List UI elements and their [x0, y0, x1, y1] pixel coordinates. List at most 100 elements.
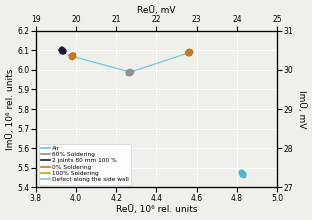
Point [71, 54, 76, 58]
Point [240, 172, 245, 176]
Point [238, 171, 243, 175]
Point [186, 50, 191, 54]
Point [185, 51, 190, 55]
Point [59, 50, 64, 53]
Point [68, 54, 73, 58]
Point [58, 48, 63, 51]
Point [238, 173, 243, 176]
Point [187, 49, 192, 52]
Point [186, 51, 191, 54]
Point [60, 47, 65, 51]
Point [187, 50, 192, 53]
Point [68, 55, 73, 59]
Point [62, 49, 67, 52]
Point [187, 50, 192, 54]
Point [60, 48, 65, 52]
Point [239, 173, 244, 177]
Point [184, 51, 189, 54]
Point [58, 46, 63, 50]
Point [71, 53, 76, 57]
Point [188, 51, 193, 54]
Point [68, 55, 73, 59]
Point [126, 70, 131, 73]
Point [241, 173, 246, 176]
Point [70, 53, 75, 57]
Point [240, 174, 245, 177]
Point [61, 47, 66, 50]
Point [70, 54, 75, 58]
Point [240, 171, 245, 175]
Point [187, 51, 192, 55]
Point [127, 70, 132, 74]
Point [128, 69, 133, 73]
Point [129, 71, 134, 74]
Point [239, 170, 244, 173]
Point [125, 70, 130, 74]
Point [69, 54, 74, 57]
Point [70, 54, 75, 58]
Point [239, 171, 244, 174]
Point [239, 173, 244, 176]
Point [59, 46, 64, 50]
Point [61, 50, 66, 53]
Point [70, 52, 75, 56]
Point [239, 172, 244, 175]
Point [241, 172, 246, 176]
Point [69, 54, 74, 58]
Point [127, 69, 132, 73]
Point [71, 53, 76, 56]
Point [239, 171, 244, 175]
Y-axis label: ImŪ, 10⁶ rel. units: ImŪ, 10⁶ rel. units [6, 68, 15, 150]
Legend: Air, 60% Soldering, 2 joints 80 mm 100 %, 0% Soldering, 100% Soldering, Defect a: Air, 60% Soldering, 2 joints 80 mm 100 %… [39, 143, 131, 185]
Point [127, 70, 132, 74]
Point [186, 50, 191, 54]
Point [237, 171, 242, 175]
Point [71, 54, 76, 57]
Point [240, 171, 245, 175]
Point [185, 52, 190, 55]
Point [61, 50, 66, 54]
Point [126, 70, 131, 74]
Point [128, 71, 133, 75]
Point [241, 172, 246, 176]
Point [126, 71, 131, 75]
Point [187, 50, 192, 53]
Point [128, 71, 133, 75]
Point [128, 72, 133, 75]
Point [58, 50, 63, 53]
Point [59, 47, 64, 50]
Point [239, 171, 244, 174]
Point [71, 55, 76, 59]
Point [58, 48, 63, 51]
Point [187, 51, 192, 55]
Point [242, 172, 247, 175]
Point [60, 50, 65, 54]
Point [241, 173, 246, 176]
Point [239, 172, 244, 175]
Point [241, 172, 246, 175]
Point [238, 171, 243, 174]
Point [69, 53, 74, 57]
Point [187, 51, 192, 55]
Point [71, 53, 76, 56]
Point [127, 71, 132, 74]
Point [241, 171, 246, 175]
Point [69, 54, 74, 57]
Point [71, 54, 76, 58]
Point [188, 49, 193, 52]
Point [69, 52, 74, 56]
Point [70, 54, 75, 58]
Point [69, 53, 74, 57]
Point [240, 171, 245, 175]
Point [239, 172, 244, 176]
Point [129, 69, 134, 72]
Point [59, 49, 64, 52]
Point [241, 174, 246, 177]
Point [185, 51, 190, 55]
Point [187, 50, 192, 53]
Point [187, 48, 192, 52]
Point [127, 71, 132, 74]
Point [126, 71, 131, 74]
Point [60, 49, 65, 52]
Point [68, 53, 73, 57]
